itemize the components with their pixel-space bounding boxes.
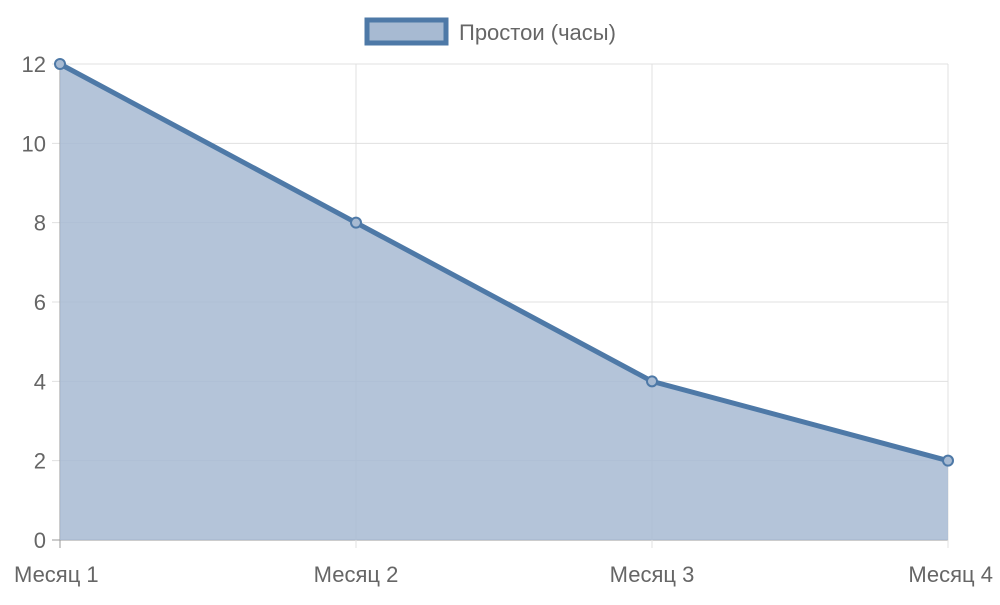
series-line	[58, 61, 949, 464]
plot-area	[54, 58, 954, 540]
data-point	[942, 454, 954, 467]
data-point	[350, 216, 362, 229]
y-tick-label: 0	[34, 528, 46, 553]
x-tick-label: Месяц 2	[314, 562, 399, 587]
x-tick-label: Месяц 3	[610, 562, 695, 587]
y-tick-label: 6	[34, 290, 46, 315]
legend[interactable]: Простои (часы)	[364, 17, 616, 46]
y-tick-label: 4	[34, 369, 46, 394]
axes: 0 2 4 6 8 10 12 Месяц 1 Месяц 2 Месяц 3 Месяц 4	[14, 52, 993, 587]
y-tick-label: 8	[34, 211, 46, 236]
legend-swatch	[364, 17, 449, 46]
data-point	[646, 375, 658, 388]
x-tick-label: Месяц 1	[14, 562, 99, 587]
legend-label: Простои (часы)	[459, 20, 616, 45]
y-tick-label: 10	[22, 131, 46, 156]
x-tick-label: Месяц 4	[908, 562, 993, 587]
y-tick-label: 12	[22, 52, 46, 77]
y-tick-label: 2	[34, 449, 46, 474]
data-point	[54, 58, 66, 70]
